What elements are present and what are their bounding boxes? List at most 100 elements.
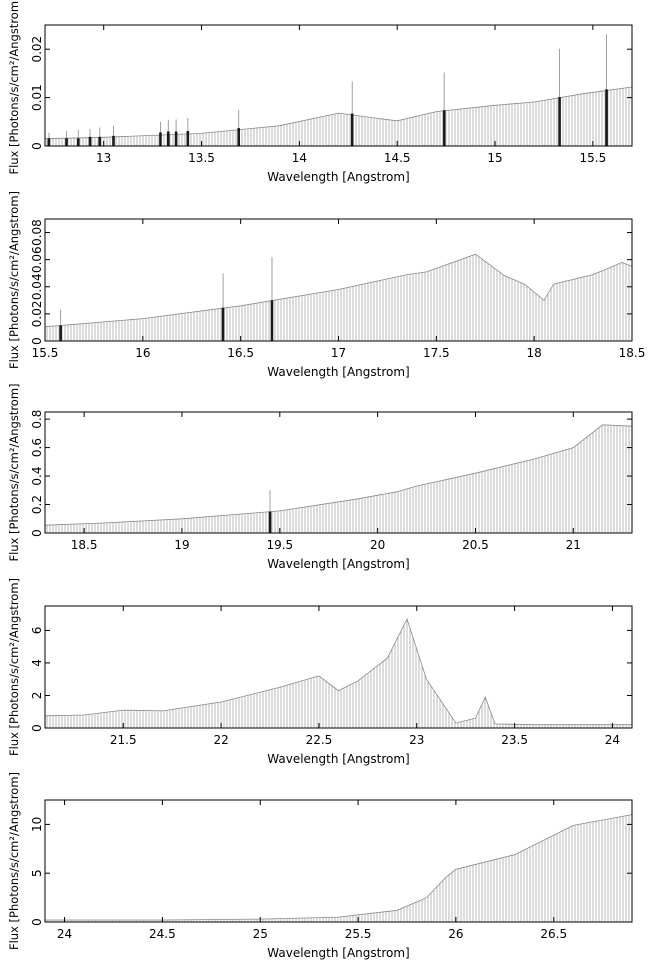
emission-line-bar [442, 110, 446, 146]
emission-line-bar [88, 136, 92, 146]
x-tick-label: 18.5 [619, 346, 646, 360]
emission-line-bar [59, 325, 62, 341]
y-tick-label: 0.08 [30, 219, 44, 246]
x-tick-label: 16 [135, 346, 150, 360]
x-tick-label: 21 [566, 538, 581, 552]
continuum-envelope [44, 424, 633, 526]
y-axis-label: Flux [Photons/s/cm²/Angstrom] [7, 383, 21, 561]
x-tick-label: 17 [331, 346, 346, 360]
y-tick-label: 0 [30, 529, 44, 537]
x-tick-label: 25.5 [345, 927, 372, 941]
x-tick-label: 24.5 [149, 927, 176, 941]
emission-line-bar [65, 138, 68, 146]
emission-line-bar [268, 511, 272, 533]
x-axis-label: Wavelength [Angstrom] [267, 752, 409, 766]
y-tick-label: 0 [30, 142, 44, 150]
y-tick-label: 2 [30, 692, 44, 700]
plot-frame [44, 799, 633, 923]
emission-line-bar [159, 132, 162, 146]
x-tick-label: 15.5 [32, 346, 59, 360]
x-tick-label: 26.5 [540, 927, 567, 941]
emission-line-bar [98, 136, 102, 146]
panel-5: 24 24.5 25 25.5 26 26.5 0 5 10 Wavelength [Angstr… [7, 772, 633, 960]
y-axis-label: Flux [Photons/s/cm²/Angstrom] [7, 191, 21, 369]
y-tick-label: 0.06 [30, 246, 44, 273]
plot-frame [44, 24, 633, 147]
emission-line-bar [112, 135, 115, 146]
y-axis-label: Flux [Photons/s/cm²/Angstrom] [7, 772, 21, 950]
panel-2: 15.5 16 16.5 17 17.5 18 18.5 0 0.020.040.060.08 W… [7, 191, 645, 379]
x-tick-label: 14 [292, 151, 307, 165]
y-tick-label: 0.2 [30, 495, 44, 514]
y-tick-label: 6 [30, 627, 44, 635]
x-tick-label: 25 [253, 927, 268, 941]
x-tick-label: 17.5 [423, 346, 450, 360]
y-tick-label: 5 [30, 869, 44, 877]
x-tick-label: 14.5 [384, 151, 411, 165]
x-tick-label: 21.5 [110, 733, 137, 747]
continuum-bins [46, 815, 630, 922]
emission-line-bar [237, 128, 241, 146]
x-tick-label: 15.5 [580, 151, 607, 165]
y-tick-label: 0.8 [30, 410, 44, 429]
x-tick-label: 20.5 [462, 538, 489, 552]
emission-line-bar [166, 131, 170, 146]
x-axis-label: Wavelength [Angstrom] [267, 170, 409, 184]
y-tick-label: 0.01 [30, 84, 44, 111]
y-tick-label: 0.04 [30, 273, 44, 300]
x-axis-label: Wavelength [Angstrom] [267, 946, 409, 960]
panel-3: 18.5 19 19.5 20 20.5 21 0 0.2 0.4 0.6 0.8 Wavelengt… [7, 383, 633, 571]
y-tick-label: 0.02 [30, 36, 44, 63]
x-tick-label: 19.5 [266, 538, 293, 552]
y-tick-label: 4 [30, 659, 44, 667]
plot-frame [44, 218, 633, 342]
x-tick-label: 24 [57, 927, 72, 941]
panel-1: 13 13.5 14 14.5 15 15.5 0 0.01 0.02 Wavelength [A… [7, 0, 633, 184]
plot-frame [44, 411, 633, 534]
emission-line-bar [270, 300, 274, 341]
emission-line-bar [174, 131, 178, 146]
emission-line-bar [76, 138, 80, 146]
x-tick-label: 15 [487, 151, 502, 165]
continuum-envelope [44, 86, 633, 140]
y-tick-label: 0.02 [30, 301, 44, 328]
continuum-bins [46, 424, 630, 533]
x-tick-label: 13 [96, 151, 111, 165]
y-tick-label: 0 [30, 918, 44, 926]
y-tick-label: 10 [30, 817, 44, 832]
x-tick-label: 22.5 [306, 733, 333, 747]
x-tick-label: 20 [370, 538, 385, 552]
y-tick-label: 0 [30, 337, 44, 345]
x-tick-label: 18.5 [71, 538, 98, 552]
x-tick-label: 23.5 [501, 733, 528, 747]
emission-line-bar [558, 97, 561, 146]
emission-line-bar [47, 138, 51, 146]
y-tick-label: 0.4 [30, 467, 44, 486]
y-axis-label: Flux [Photons/s/cm²/Angstrom] [7, 578, 21, 756]
x-tick-label: 19 [174, 538, 189, 552]
continuum-bins [46, 87, 630, 146]
continuum-envelope [45, 814, 633, 921]
x-axis-label: Wavelength [Angstrom] [267, 557, 409, 571]
y-tick-label: 0 [30, 724, 44, 732]
continuum-bins [46, 254, 630, 341]
y-tick-label: 0.6 [30, 438, 44, 457]
plot-frame [44, 605, 633, 729]
x-tick-label: 24 [605, 733, 620, 747]
x-axis-label: Wavelength [Angstrom] [267, 365, 409, 379]
x-tick-label: 23 [409, 733, 424, 747]
continuum-bins [46, 619, 630, 728]
x-tick-label: 26 [448, 927, 463, 941]
x-tick-label: 13.5 [188, 151, 215, 165]
emission-line-bar [605, 89, 608, 146]
emission-line-bar [221, 307, 225, 341]
continuum-envelope [44, 617, 632, 726]
x-tick-label: 22 [213, 733, 228, 747]
continuum-envelope [44, 253, 633, 328]
emission-line-bar [350, 113, 354, 146]
y-axis-label: Flux [Photons/s/cm²/Angstrom] [7, 0, 21, 175]
x-tick-label: 18 [527, 346, 542, 360]
